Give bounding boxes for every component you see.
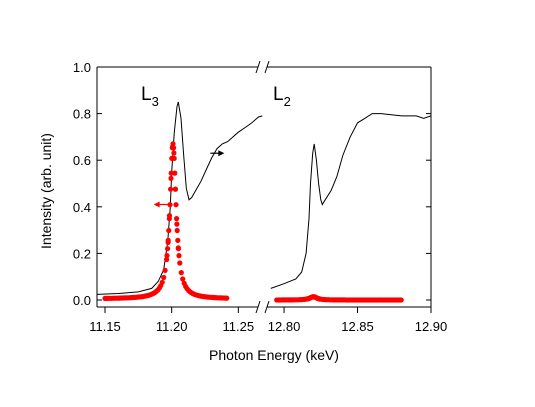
data-point-l3: [164, 256, 170, 263]
data-point-l3: [162, 267, 168, 273]
data-point-l2: [398, 297, 404, 303]
data-point-l3: [171, 150, 177, 156]
data-point-l3: [178, 270, 184, 276]
panel-l3: [97, 101, 263, 301]
panel-l2: [270, 113, 431, 303]
x-tick-label: 12.80: [268, 319, 301, 334]
y-tick-label: 0.4: [73, 200, 91, 215]
axis-break-top: [255, 60, 261, 74]
y-tick-label: 0.2: [73, 246, 91, 261]
x-tick-label: 11.20: [156, 319, 188, 334]
data-point-l3: [159, 279, 165, 285]
data-point-l3: [161, 274, 167, 281]
data-point-l3: [164, 253, 170, 259]
y-axis-title: Intensity (arb. unit): [38, 133, 54, 249]
y-tick-label: 0.8: [73, 107, 91, 122]
arrowhead-right: [218, 150, 225, 157]
l2-edge-label: L2: [273, 84, 291, 109]
data-point-l3: [166, 216, 172, 222]
data-point-l3: [172, 170, 178, 176]
data-point-l3: [168, 186, 174, 192]
data-point-l3: [175, 237, 181, 243]
axis-break-top: [264, 60, 270, 74]
data-point-l3: [166, 227, 172, 234]
y-tick-label: 1.0: [73, 60, 91, 75]
arrowhead-left: [153, 201, 160, 208]
line-series-l2: [270, 113, 431, 289]
data-point-l3: [177, 260, 183, 266]
data-point-l3: [171, 145, 177, 151]
data-point-l3: [168, 170, 174, 176]
data-point-l3: [174, 216, 180, 222]
l3-edge-label: L3: [141, 84, 159, 109]
axis-break-bottom: [264, 300, 270, 314]
data-point-l3: [174, 221, 180, 227]
x-tick-label: 11.15: [89, 319, 121, 334]
data-point-l3: [176, 253, 182, 259]
line-series-l3: [97, 101, 263, 295]
data-point-l3: [165, 237, 171, 243]
data-point-l2: [317, 296, 323, 302]
data-point-l3: [168, 175, 174, 181]
data-point-l3: [165, 246, 171, 252]
x-tick-label: 12.85: [341, 319, 374, 334]
data-point-l3: [173, 202, 179, 208]
data-point-l3: [224, 295, 230, 301]
x-tick-label: 12.90: [415, 319, 448, 334]
y-tick-label: 0.0: [73, 293, 91, 308]
x-axis-title: Photon Energy (keV): [209, 347, 339, 363]
data-point-l3: [167, 202, 173, 208]
data-point-l3: [175, 246, 181, 252]
data-point-l3: [180, 276, 186, 282]
data-point-l3: [170, 141, 176, 147]
data-point-l3: [174, 227, 180, 234]
x-tick-label: 11.25: [223, 319, 255, 334]
y-tick-label: 0.6: [73, 153, 91, 168]
data-point-l3: [171, 155, 177, 161]
axis-break-bottom: [255, 300, 261, 314]
data-point-l3: [172, 186, 178, 192]
